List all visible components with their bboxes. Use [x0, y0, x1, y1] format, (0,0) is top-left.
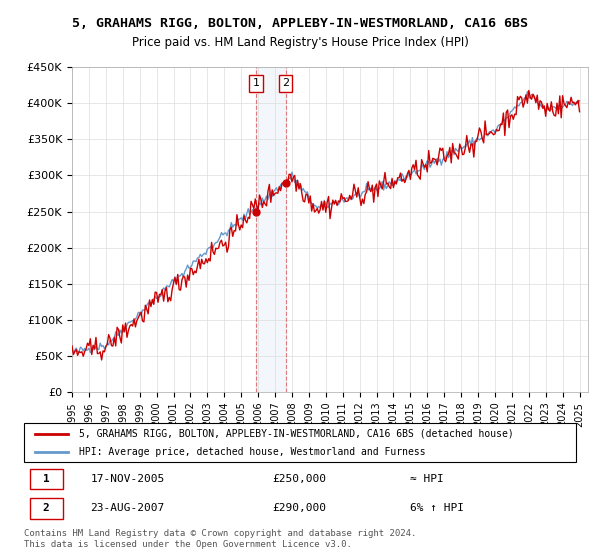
Text: £250,000: £250,000	[272, 474, 326, 484]
Bar	[256, 67, 286, 392]
FancyBboxPatch shape	[29, 469, 62, 489]
Text: Contains HM Land Registry data © Crown copyright and database right 2024.
This d: Contains HM Land Registry data © Crown c…	[24, 529, 416, 549]
Text: 2: 2	[282, 78, 289, 88]
FancyBboxPatch shape	[24, 423, 576, 462]
Text: 17-NOV-2005: 17-NOV-2005	[90, 474, 164, 484]
Text: 1: 1	[253, 78, 259, 88]
FancyBboxPatch shape	[29, 498, 62, 519]
Text: 1: 1	[43, 474, 49, 484]
Text: 6% ↑ HPI: 6% ↑ HPI	[410, 503, 464, 514]
Text: HPI: Average price, detached house, Westmorland and Furness: HPI: Average price, detached house, West…	[79, 447, 426, 457]
Text: 23-AUG-2007: 23-AUG-2007	[90, 503, 164, 514]
Text: ≈ HPI: ≈ HPI	[410, 474, 444, 484]
Text: £290,000: £290,000	[272, 503, 326, 514]
Text: 5, GRAHAMS RIGG, BOLTON, APPLEBY-IN-WESTMORLAND, CA16 6BS: 5, GRAHAMS RIGG, BOLTON, APPLEBY-IN-WEST…	[72, 17, 528, 30]
Text: 2: 2	[43, 503, 49, 514]
Text: 5, GRAHAMS RIGG, BOLTON, APPLEBY-IN-WESTMORLAND, CA16 6BS (detached house): 5, GRAHAMS RIGG, BOLTON, APPLEBY-IN-WEST…	[79, 429, 514, 439]
Text: Price paid vs. HM Land Registry's House Price Index (HPI): Price paid vs. HM Land Registry's House …	[131, 36, 469, 49]
